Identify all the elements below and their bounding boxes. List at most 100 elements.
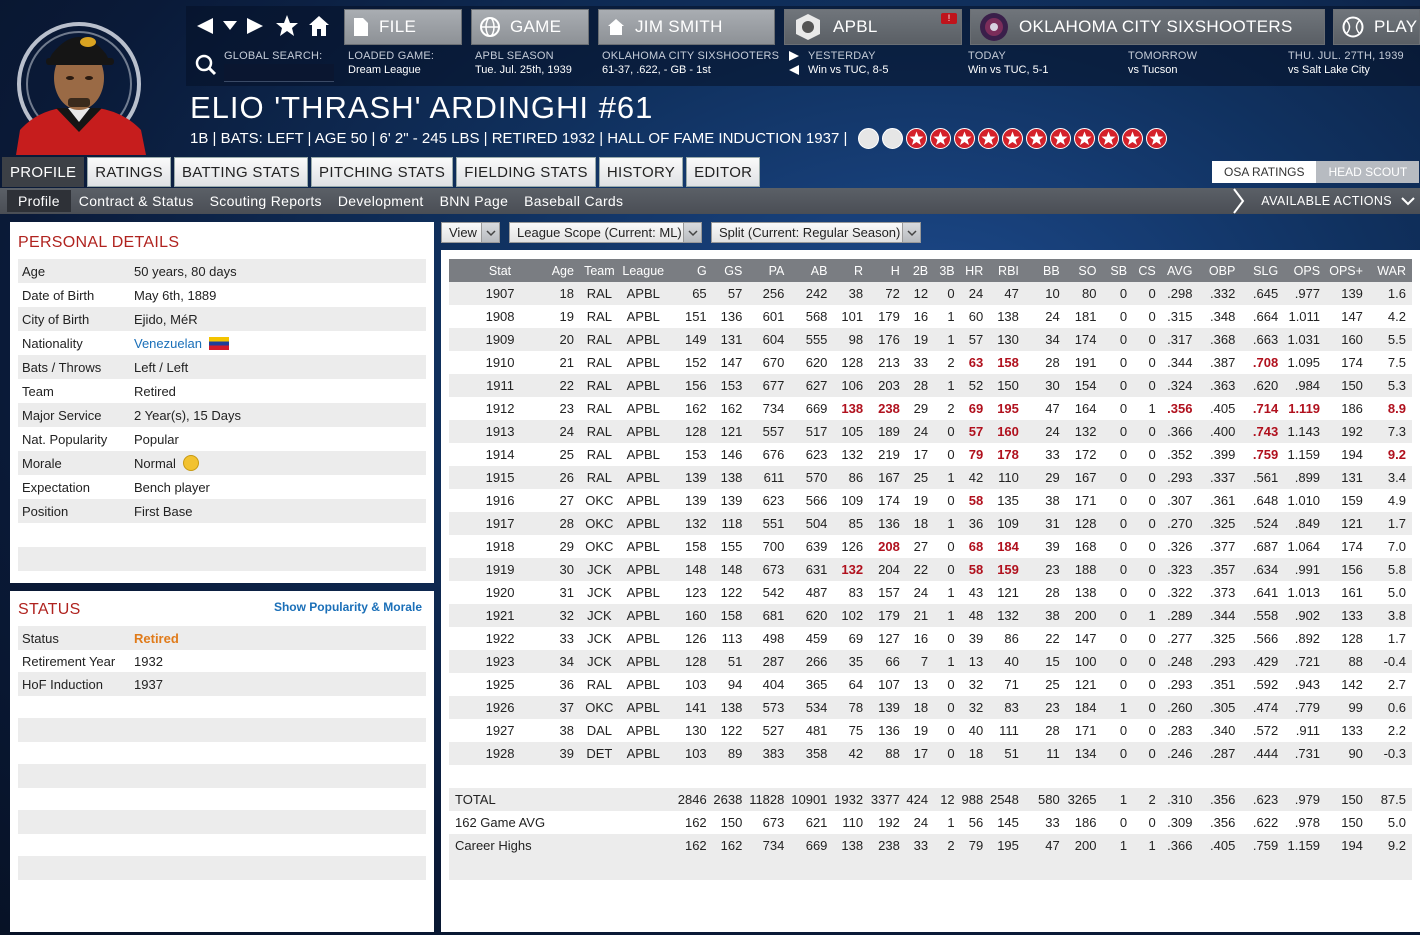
- tab-batting-stats[interactable]: BATTING STATS: [173, 157, 309, 187]
- column-header[interactable]: GS: [712, 259, 749, 282]
- tab-pitching-stats[interactable]: PITCHING STATS: [311, 157, 454, 187]
- tab-fielding-stats[interactable]: FIELDING STATS: [456, 157, 596, 187]
- personal-row-value: May 6th, 1889: [134, 287, 217, 303]
- column-header[interactable]: OPS+: [1326, 259, 1369, 282]
- totals-row[interactable]: 162 Game AVG 162 150 673 621 110 192 24 1 56 145 33…: [449, 811, 1412, 834]
- search-icon[interactable]: [195, 54, 217, 76]
- subtab-scouting-reports[interactable]: Scouting Reports: [209, 193, 322, 209]
- league-alert-badge[interactable]: !: [941, 13, 957, 24]
- table-row[interactable]: 1914 25 RAL APBL 153 146 676 623 132 219 17 0 79 178 3…: [449, 443, 1412, 466]
- subtab-bnn-page[interactable]: BNN Page: [439, 193, 509, 209]
- table-row[interactable]: 1910 21 RAL APBL 152 147 670 620 128 213 33 2 63 158 2…: [449, 351, 1412, 374]
- column-header[interactable]: AB: [790, 259, 834, 282]
- prev-day-icon[interactable]: [788, 64, 800, 76]
- table-row[interactable]: 1908 19 RAL APBL 151 136 601 568 101 179 16 1 60 138 2…: [449, 305, 1412, 328]
- table-row[interactable]: 1916 27 OKC APBL 139 139 623 566 109 174 19 0 58 135 3…: [449, 489, 1412, 512]
- table-cell: 604: [748, 328, 791, 351]
- tab-editor[interactable]: EDITOR: [686, 157, 761, 187]
- column-header[interactable]: R: [833, 259, 870, 282]
- column-header[interactable]: AVG: [1161, 259, 1199, 282]
- table-cell: 109: [841, 493, 864, 508]
- table-row[interactable]: 1923 34 JCK APBL 128 51 287 266 35 66 7 1 13 40 15 100 0…: [449, 650, 1412, 673]
- column-header[interactable]: SLG: [1241, 259, 1285, 282]
- table-row[interactable]: 1927 38 DAL APBL 130 122 527 481 75 136 19 0 40 111 28…: [449, 719, 1412, 742]
- league-scope-dropdown[interactable]: League Scope (Current: ML): [509, 222, 702, 243]
- column-header[interactable]: PA: [748, 259, 791, 282]
- table-row[interactable]: 1909 20 RAL APBL 149 131 604 555 98 176 19 1 57 130 34…: [449, 328, 1412, 351]
- today-info[interactable]: TODAY Win vs TUC, 5-1: [968, 49, 1048, 77]
- search-input[interactable]: [224, 64, 334, 82]
- table-row[interactable]: 1919 30 JCK APBL 148 148 673 631 132 204 22 0 58 159 2…: [449, 558, 1412, 581]
- star-icon[interactable]: [275, 14, 299, 38]
- dropdown-arrow-icon[interactable]: [222, 16, 238, 36]
- tab-ratings[interactable]: RATINGS: [87, 157, 171, 187]
- personal-row-value[interactable]: Venezuelan: [134, 335, 202, 351]
- column-header[interactable]: OPS: [1284, 259, 1327, 282]
- table-row[interactable]: 1911 22 RAL APBL 156 153 677 627 106 203 28 1 52 150 3…: [449, 374, 1412, 397]
- team-button[interactable]: OKLAHOMA CITY SIXSHOOTERS: [970, 9, 1325, 45]
- column-header[interactable]: SB: [1102, 259, 1134, 282]
- osa-ratings-toggle[interactable]: OSA RATINGS: [1212, 161, 1317, 183]
- split-dropdown[interactable]: Split (Current: Regular Season): [711, 222, 921, 243]
- subtab-development[interactable]: Development: [337, 193, 424, 209]
- column-header[interactable]: HR: [960, 259, 990, 282]
- table-cell: 87.5: [1368, 788, 1412, 811]
- table-row[interactable]: 1912 23 RAL APBL 162 162 734 669 138 238 29 2 69 195 4…: [449, 397, 1412, 420]
- tab-history[interactable]: HISTORY: [598, 157, 684, 187]
- column-header[interactable]: Age: [551, 259, 580, 282]
- column-header[interactable]: RBI: [989, 259, 1025, 282]
- table-row[interactable]: 1915 26 RAL APBL 139 138 611 570 86 167 25 1 42 110 29…: [449, 466, 1412, 489]
- column-header[interactable]: WAR: [1368, 259, 1412, 282]
- tomorrow-info[interactable]: TOMORROW vs Tucson: [1128, 49, 1197, 77]
- table-row[interactable]: 1922 33 JCK APBL 126 113 498 459 69 127 16 0 39 86 22 1…: [449, 627, 1412, 650]
- table-row[interactable]: 1907 18 RAL APBL 65 57 256 242 38 72 12 0 24 47 10 80 0 0…: [449, 282, 1412, 305]
- view-dropdown[interactable]: View: [441, 222, 500, 243]
- table-row[interactable]: 1928 39 DET APBL 103 89 383 358 42 88 17 0 18 51 11 134…: [449, 742, 1412, 765]
- column-header[interactable]: 3B: [934, 259, 961, 282]
- column-header[interactable]: SO: [1065, 259, 1103, 282]
- table-row[interactable]: 1926 37 OKC APBL 141 138 573 534 78 139 18 0 32 83 23 1…: [449, 696, 1412, 719]
- league-button[interactable]: APBL !: [784, 9, 962, 45]
- column-header[interactable]: League: [618, 259, 668, 282]
- future-game-info[interactable]: THU. JUL. 27TH, 1939 vs Salt Lake City: [1288, 49, 1404, 77]
- table-cell: 1913: [449, 420, 552, 443]
- yesterday-info[interactable]: YESTERDAY Win vs TUC, 8-5: [808, 49, 888, 77]
- column-header[interactable]: BB: [1024, 259, 1066, 282]
- head-scout-toggle[interactable]: HEAD SCOUT: [1316, 161, 1420, 183]
- table-row[interactable]: 1917 28 OKC APBL 132 118 551 504 85 136 18 1 36 109 31…: [449, 512, 1412, 535]
- subtab-profile[interactable]: Profile: [7, 190, 71, 212]
- tab-profile[interactable]: PROFILE: [2, 157, 85, 187]
- table-row[interactable]: 1918 29 OKC APBL 158 155 700 639 126 208 27 0 68 184 3…: [449, 535, 1412, 558]
- table-cell: 138: [1074, 585, 1097, 600]
- column-header[interactable]: Stat: [449, 259, 552, 282]
- show-popularity-morale-link[interactable]: Show Popularity & Morale: [273, 600, 422, 614]
- column-header[interactable]: Team: [579, 259, 619, 282]
- column-header[interactable]: CS: [1133, 259, 1162, 282]
- totals-row[interactable]: Career Highs 162 162 734 669 138 238 33 2 79 195 47…: [449, 834, 1412, 857]
- table-cell: 1: [1102, 834, 1134, 857]
- subtab-baseball-cards[interactable]: Baseball Cards: [524, 193, 624, 209]
- table-cell: 0: [1148, 309, 1156, 324]
- table-row[interactable]: 1913 24 RAL APBL 128 121 557 517 105 189 24 0 57 160 2…: [449, 420, 1412, 443]
- manager-button[interactable]: JIM SMITH: [598, 9, 775, 45]
- totals-row[interactable]: TOTAL 2846 2638 11828 10901 1932 3377 424 12 988 2…: [449, 788, 1412, 811]
- next-day-icon[interactable]: [788, 50, 800, 62]
- back-arrow-icon[interactable]: [195, 16, 215, 36]
- subtab-contract-status[interactable]: Contract & Status: [78, 193, 194, 209]
- file-button[interactable]: FILE: [344, 9, 462, 45]
- column-header[interactable]: H: [869, 259, 906, 282]
- table-row[interactable]: 1921 32 JCK APBL 160 158 681 620 102 179 21 1 48 132 3…: [449, 604, 1412, 627]
- column-header[interactable]: OBP: [1198, 259, 1242, 282]
- table-cell: 86: [1004, 631, 1019, 646]
- column-header[interactable]: G: [667, 259, 713, 282]
- forward-arrow-icon[interactable]: [245, 16, 265, 36]
- game-button[interactable]: GAME: [471, 9, 589, 45]
- home-icon[interactable]: [307, 14, 331, 38]
- table-cell: 1.143: [1284, 420, 1327, 443]
- table-row[interactable]: 1920 31 JCK APBL 123 122 542 487 83 157 24 1 43 121 28…: [449, 581, 1412, 604]
- play-button[interactable]: PLAY: [1333, 9, 1420, 45]
- available-actions-button[interactable]: AVAILABLE ACTIONS: [1231, 188, 1416, 214]
- column-header[interactable]: 2B: [905, 259, 935, 282]
- table-cell: .289: [1161, 604, 1199, 627]
- table-row[interactable]: 1925 36 RAL APBL 103 94 404 365 64 107 13 0 32 71 25 12…: [449, 673, 1412, 696]
